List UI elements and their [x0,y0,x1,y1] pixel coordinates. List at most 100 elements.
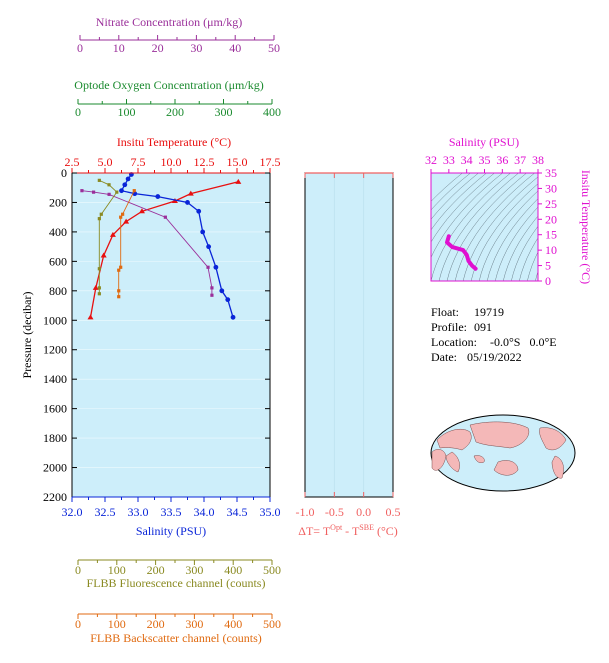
backscatter-tick-label: 0 [75,617,81,631]
fluorescence-tick-label: 0 [75,563,81,577]
oxygen-tick-label: 100 [118,105,136,119]
pressure-tick-label: 800 [49,284,67,298]
backscatter-tick-label: 100 [108,617,126,631]
nitrate-point [210,293,214,297]
pressure-tick-label: 1400 [43,372,67,386]
profile-value: 091 [474,320,492,334]
temperature-tick-label: 17.5 [260,155,281,169]
ts-salinity-tick-label: 38 [532,153,544,167]
fluorescence-point [97,217,101,221]
land-africa [431,449,447,471]
salinity-axis-label: Salinity (PSU) [136,524,206,538]
delta-tick-label: 0.0 [356,505,371,519]
ts-salinity-tick-label: 36 [496,153,508,167]
oxygen-tick-label: 0 [75,105,81,119]
salinity-tick-label: 35.0 [260,505,281,519]
isopycnal-line [431,173,463,202]
fluorescence-point [97,267,101,271]
ts-salinity-tick-label: 33 [443,153,455,167]
pressure-axis-label: Pressure (decibar) [20,292,34,379]
nitrate-tick-label: 10 [113,41,125,55]
temperature-axis-label: Insitu Temperature (°C) [117,135,231,149]
delta-tick-label: -1.0 [296,505,315,519]
ts-salinity-axis-label: Salinity (PSU) [449,135,519,149]
salinity-tick-label: 32.5 [95,505,116,519]
ts-panel-background [431,173,538,281]
salinity-point [200,229,206,235]
isopycnal-line [494,206,538,281]
date-label: Date: [431,350,457,364]
isopycnal-line [431,173,479,220]
backscatter-point [132,189,136,193]
ts-temperature-tick-label: 30 [545,181,557,195]
map-landmasses [431,421,567,479]
nitrate-point [91,190,96,194]
salinity-point [119,188,124,194]
nitrate-axis-label: Nitrate Concentration (μm/kg) [96,15,242,29]
ts-temperature-tick-label: 0 [545,274,551,288]
ts-temperature-tick-label: 25 [545,197,557,211]
backscatter-point [119,265,123,269]
delta-tick-label: 0.5 [386,505,401,519]
ts-temperature-axis-label: Insitu Temperature (°C) [579,170,593,284]
float-value: 19719 [474,305,504,319]
nitrate-tick-label: 50 [268,41,280,55]
land-russia-asia-west [436,429,472,451]
pressure-tick-label: 2000 [43,461,67,475]
fluorescence-point [97,286,101,290]
temperature-point [138,208,145,214]
profile-label: Profile: [431,320,467,334]
fluorescence-tick-label: 400 [224,563,242,577]
backscatter-axis-label: FLBB Backscatter channel (counts) [90,631,262,645]
pressure-tick-label: 1200 [43,343,67,357]
nitrate-point [206,265,210,269]
delta-tick-label: -0.5 [325,505,344,519]
salinity-tick-label: 32.0 [62,505,83,519]
temperature-point [92,284,99,290]
backscatter-tick-label: 300 [185,617,203,631]
pressure-tick-label: 1600 [43,402,67,416]
salinity-point [206,244,212,250]
nitrate-tick-label: 20 [152,41,164,55]
temperature-tick-label: 7.5 [131,155,146,169]
salinity-tick-label: 34.5 [227,505,248,519]
nitrate-point [80,189,84,193]
nitrate-point [163,215,167,219]
temperature-tick-label: 5.0 [98,155,113,169]
ts-salinity-tick-label: 34 [461,153,473,167]
oxygen-axis-label: Optode Oxygen Concentration (μm/kg) [74,78,263,92]
location-label: Location: [431,335,477,349]
backscatter-point [119,215,123,219]
main-profile-panel: 2.5 5.0 7.5 10.0 12.5 15.0 17.5 0 200 400 600 800 1… [20,155,281,538]
fluorescence-tick-label: 200 [147,563,165,577]
ts-salinity-tick-label: 37 [514,153,526,167]
temperature-point [187,190,194,196]
backscatter-axis: 0 100 200 300 400 500 FLBB Backscatter channe… [75,613,281,645]
salinity-point [230,314,236,320]
backscatter-point [117,295,121,299]
pressure-tick-label: 600 [49,254,67,268]
pressure-tick-label: 400 [49,225,67,239]
isopycnal-line [431,173,487,231]
nitrate-tick-label: 40 [229,41,241,55]
world-map [430,414,576,492]
ts-line [445,234,478,271]
ts-temperature-tick-label: 15 [545,228,557,242]
isopycnal-line [431,173,503,259]
isopycnal-line [446,173,527,281]
isopycnal-line [431,173,511,281]
pressure-tick-label: 1000 [43,313,67,327]
backscatter-point [117,289,121,293]
pressure-tick-label: 1800 [43,431,67,445]
pressure-tick-label: 200 [49,195,67,209]
salinity-point [155,194,161,199]
ts-temperature-tick-label: 10 [545,243,557,257]
temperature-point [87,314,94,320]
fluorescence-point [97,292,101,296]
salinity-tick-label: 34.0 [194,505,215,519]
isopycnal-line [431,173,495,243]
backscatter-point [121,212,125,216]
ts-temperature-tick-label: 5 [545,259,551,273]
